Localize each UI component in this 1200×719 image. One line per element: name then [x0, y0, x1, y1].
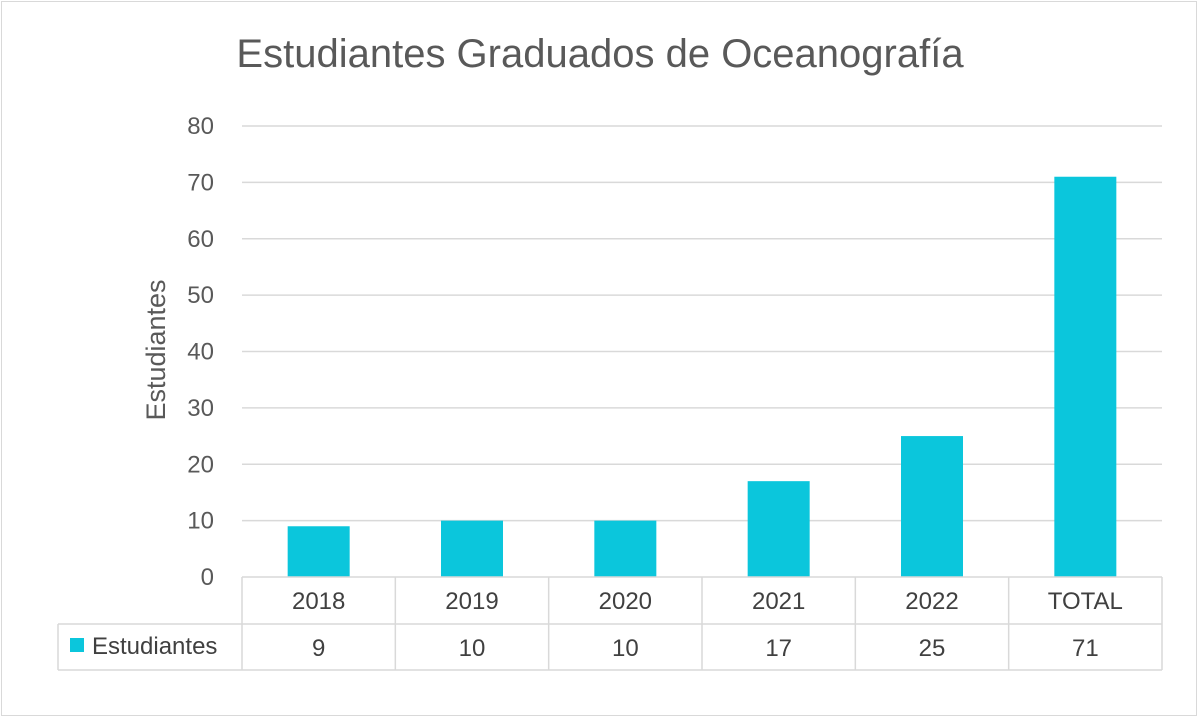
y-tick-label: 60 — [187, 226, 214, 253]
y-tick-label: 30 — [187, 395, 214, 422]
data-label: 10 — [459, 635, 486, 662]
y-tick-label: 40 — [187, 339, 214, 366]
data-label: 25 — [919, 635, 946, 662]
x-tick-label: TOTAL — [1048, 588, 1123, 615]
bar-2018 — [287, 526, 350, 577]
data-label: 10 — [612, 635, 639, 662]
x-tick-label: 2019 — [445, 588, 498, 615]
gridlines — [242, 125, 1162, 522]
data-table: 2018 9 2019 10 2020 10 2021 17 2022 25 TOTAL 71 Estu… — [57, 576, 1163, 671]
x-tick-label: 2021 — [752, 588, 805, 615]
data-label: 9 — [312, 635, 325, 662]
y-axis-label: Estudiantes — [141, 279, 171, 420]
bar-2022 — [901, 436, 963, 577]
x-tick-label: 2020 — [599, 588, 652, 615]
chart-title: Estudiantes Graduados de Oceanografía — [236, 32, 964, 76]
data-label: 17 — [765, 635, 792, 662]
legend-label: Estudiantes — [92, 633, 217, 660]
bars — [287, 176, 1117, 578]
y-axis-ticks: 0 10 20 30 40 50 60 70 80 — [187, 113, 214, 591]
data-label: 71 — [1072, 635, 1099, 662]
bar-2020 — [594, 520, 657, 577]
x-tick-label: 2022 — [905, 588, 958, 615]
y-tick-label: 50 — [187, 282, 214, 309]
bar-2021 — [747, 481, 810, 577]
y-tick-label: 10 — [187, 508, 214, 535]
y-tick-label: 70 — [187, 169, 214, 196]
x-tick-label: 2018 — [292, 588, 345, 615]
y-tick-label: 20 — [187, 451, 214, 478]
y-tick-label: 0 — [201, 564, 214, 591]
legend-swatch — [70, 638, 84, 652]
y-tick-label: 80 — [187, 113, 214, 140]
bar-total — [1054, 176, 1117, 578]
bar-2019 — [441, 520, 503, 577]
